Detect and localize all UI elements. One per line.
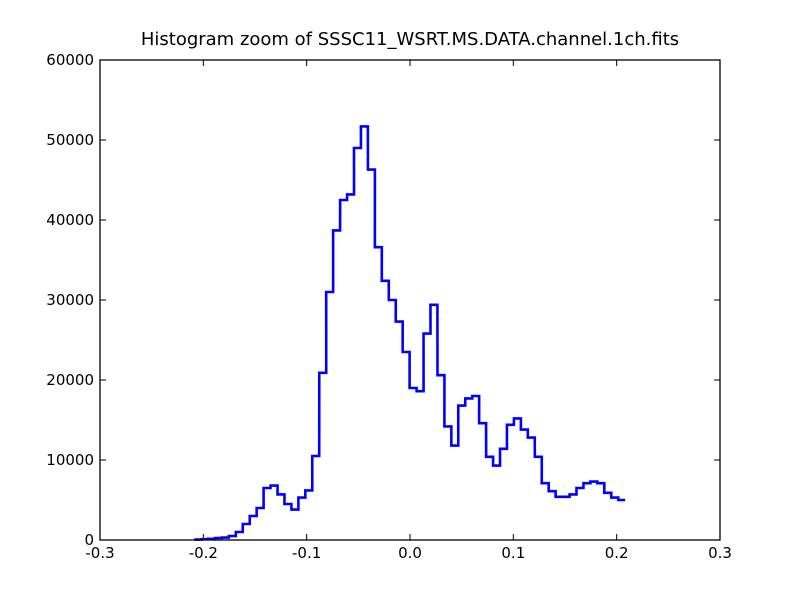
histogram-bin	[382, 281, 389, 540]
y-tick-label: 50000	[46, 131, 94, 149]
y-tick-label: 40000	[46, 211, 94, 229]
histogram-bin	[472, 396, 479, 540]
histogram-bin	[514, 418, 521, 540]
histogram-bin	[576, 488, 583, 540]
histogram-bin	[437, 375, 444, 540]
chart-title: Histogram zoom of SSSC11_WSRT.MS.DATA.ch…	[141, 29, 679, 50]
x-tick-label: 0.1	[501, 544, 525, 562]
histogram-bin	[389, 300, 396, 540]
histogram-bin	[264, 488, 271, 540]
histogram-bin	[291, 510, 298, 540]
y-tick-label: 20000	[46, 371, 94, 389]
histogram-bin	[563, 497, 570, 540]
x-tick-label: 0.2	[605, 544, 629, 562]
x-tick-label: -0.2	[189, 544, 218, 562]
histogram-bin	[326, 292, 333, 540]
histogram-bin	[451, 446, 458, 540]
y-tick-label: 10000	[46, 451, 94, 469]
histogram-bin	[347, 194, 354, 540]
histogram-bin	[396, 322, 403, 540]
histogram-bin	[618, 500, 625, 540]
histogram-bin	[284, 504, 291, 540]
histogram-bin	[410, 388, 417, 540]
histogram-bin	[257, 508, 264, 540]
histogram-bin	[542, 483, 549, 540]
histogram-bin	[305, 490, 312, 540]
histogram-bin	[368, 170, 375, 540]
histogram-bin	[604, 493, 611, 540]
histogram-bin	[319, 373, 326, 540]
histogram-bin	[333, 230, 340, 540]
histogram-bin	[528, 438, 535, 540]
y-tick-label: 60000	[46, 51, 94, 69]
histogram-bin	[584, 483, 591, 540]
y-tick-label: 0	[84, 531, 94, 549]
histogram-bin	[236, 532, 243, 540]
histogram-bin	[430, 305, 437, 540]
histogram-bin	[340, 200, 347, 540]
histogram-bin	[424, 334, 431, 540]
x-tick-label: 0.3	[708, 544, 732, 562]
histogram-bin	[507, 425, 514, 540]
histogram-bin	[417, 391, 424, 540]
histogram-bin	[312, 456, 319, 540]
histogram-bin	[590, 482, 597, 540]
histogram-bin	[500, 449, 507, 540]
histogram-bin	[444, 426, 451, 540]
histogram-bin	[479, 423, 486, 540]
histogram-bin	[243, 524, 250, 540]
histogram-bin	[535, 457, 542, 540]
histogram-bin	[458, 406, 465, 540]
x-tick-label: 0.0	[398, 544, 422, 562]
histogram-bin	[250, 516, 257, 540]
histogram-bin	[493, 466, 500, 540]
histogram-bin	[278, 494, 285, 540]
histogram-bin	[354, 148, 361, 540]
histogram-bin	[549, 491, 556, 540]
histogram-bin	[611, 498, 618, 540]
histogram-bin	[597, 483, 604, 540]
histogram-bin	[570, 494, 577, 540]
x-tick-label: -0.1	[292, 544, 321, 562]
histogram-bin	[556, 497, 563, 540]
histogram-bin	[521, 430, 528, 540]
histogram-bin	[361, 126, 368, 540]
histogram-bin	[486, 457, 493, 540]
histogram-bin	[375, 247, 382, 540]
histogram-bin	[403, 352, 410, 540]
histogram-bin	[465, 398, 472, 540]
y-tick-label: 30000	[46, 291, 94, 309]
histogram-bin	[298, 498, 305, 540]
histogram-bin	[271, 486, 278, 540]
